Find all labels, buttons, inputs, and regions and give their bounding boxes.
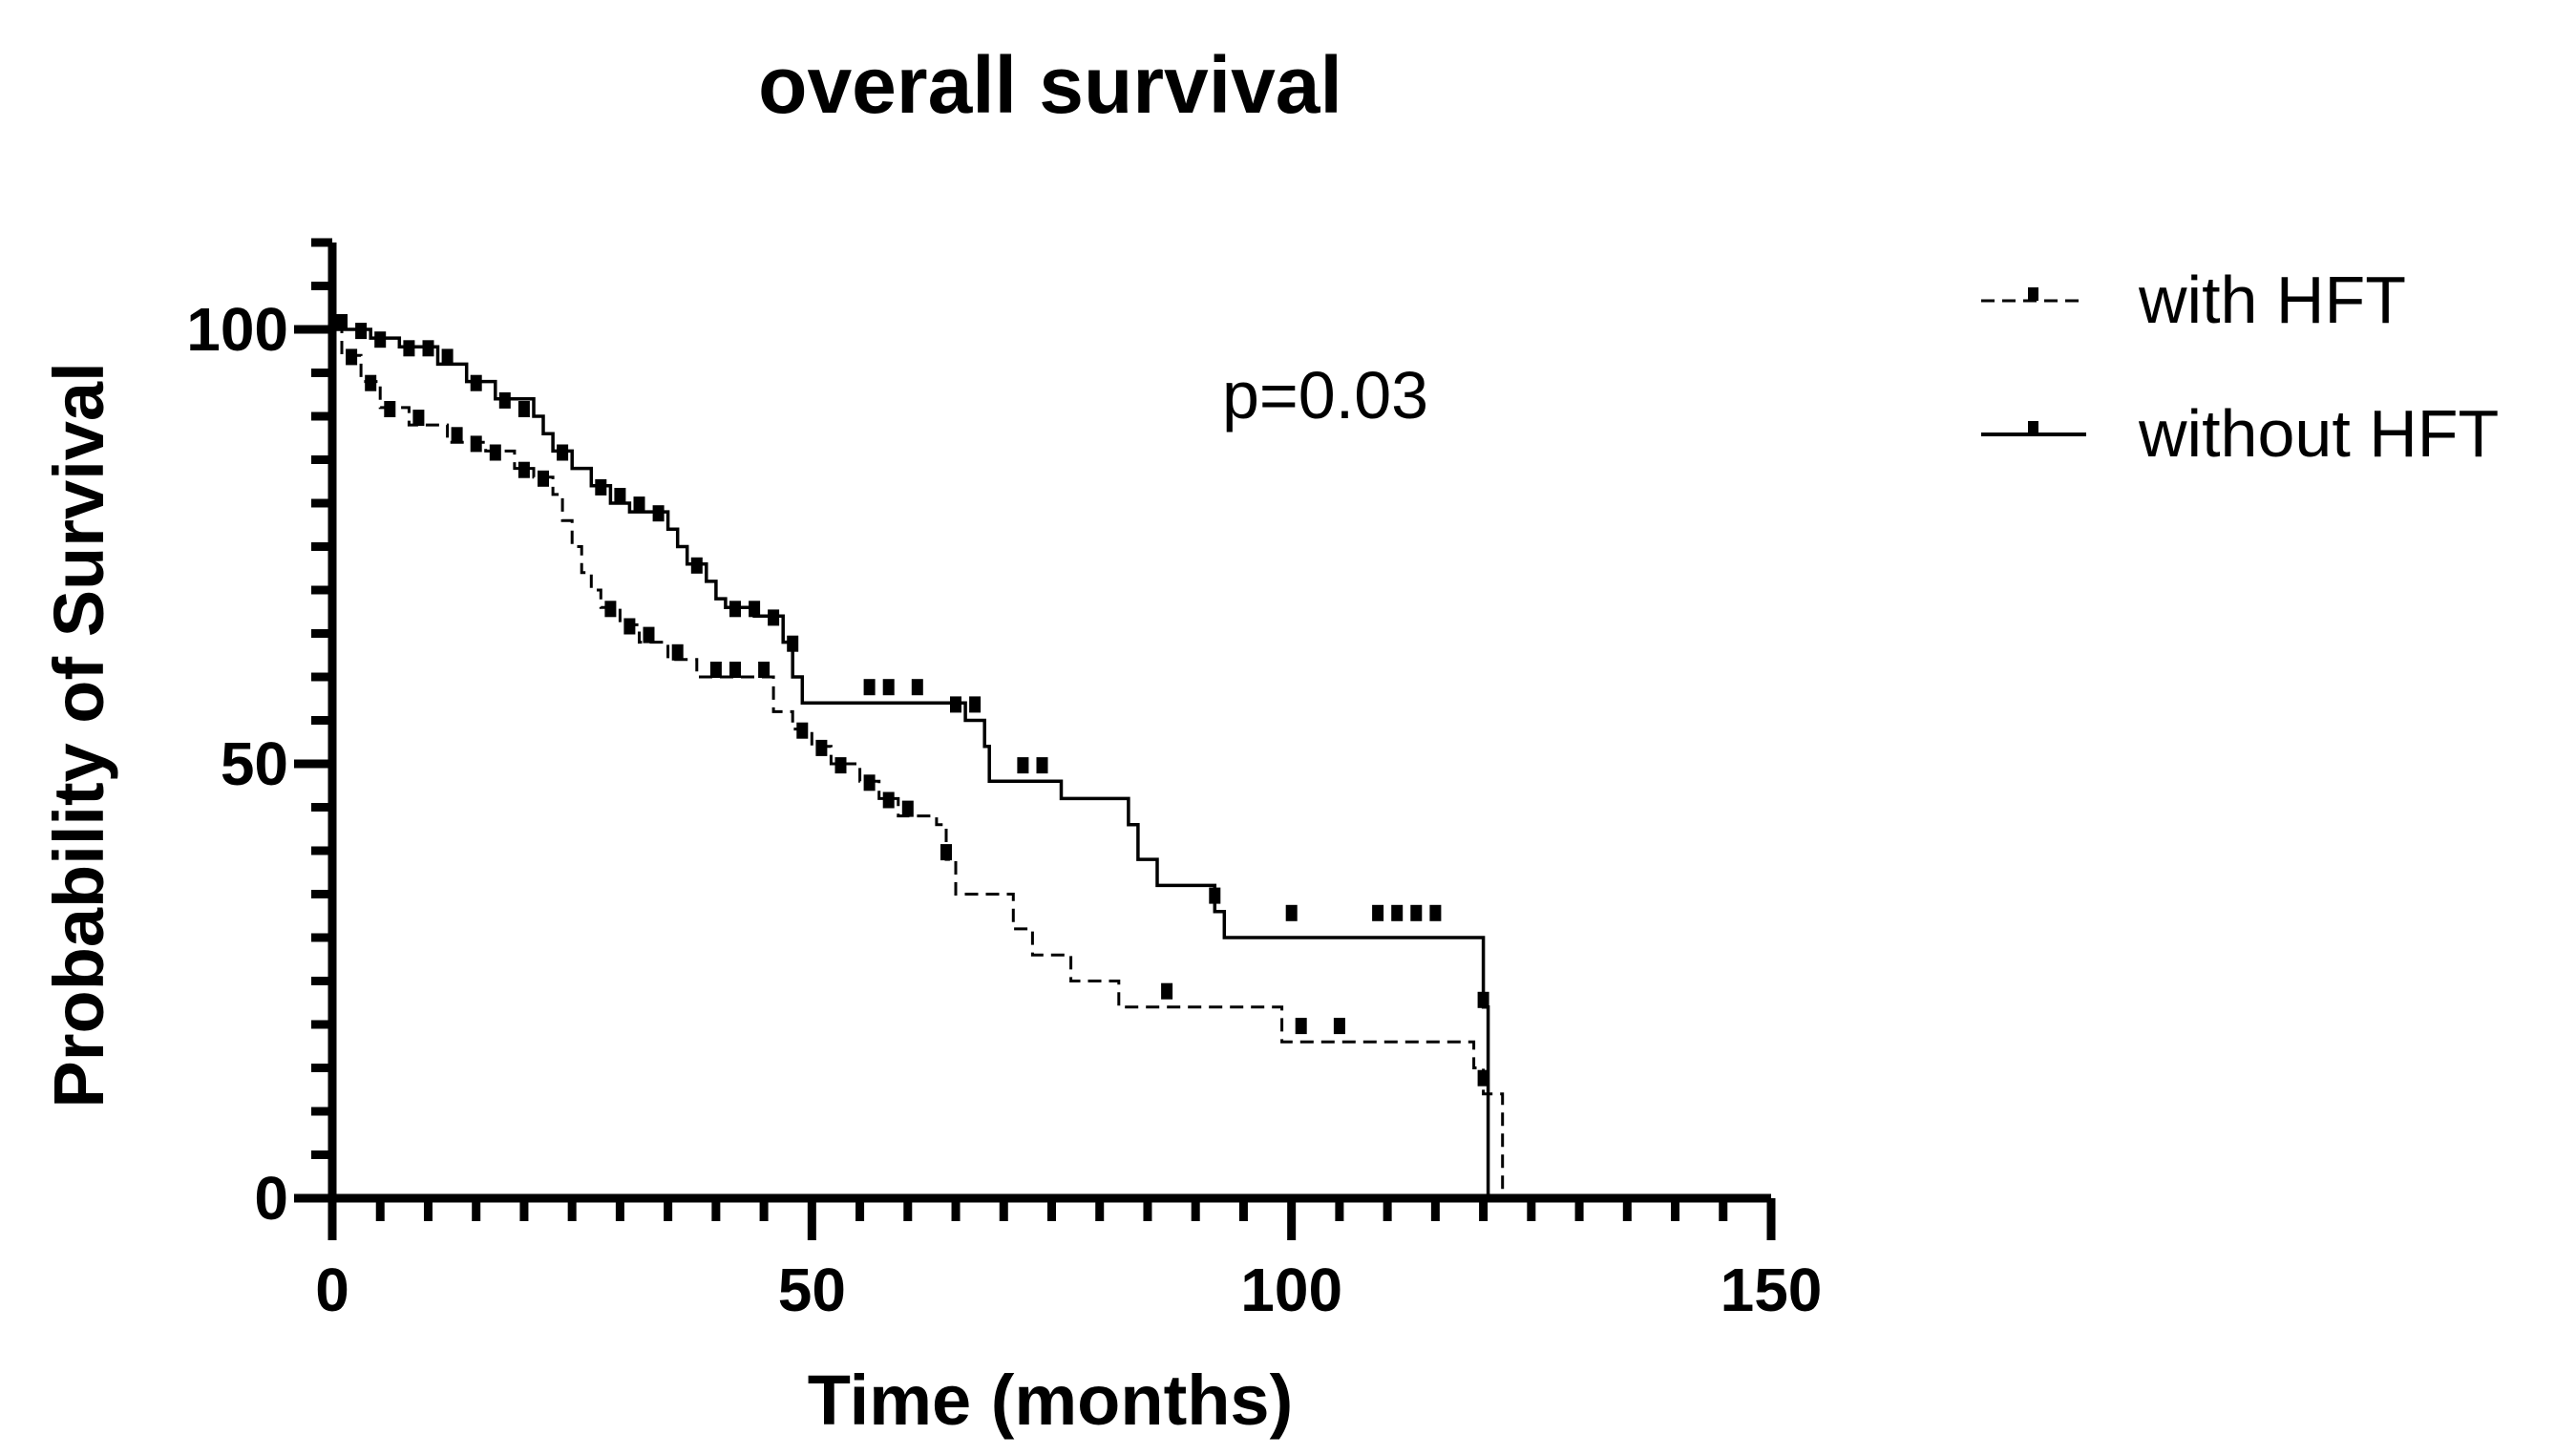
x-tick-label: 100 bbox=[1240, 1256, 1342, 1324]
censor-mark-without-hft bbox=[1410, 904, 1423, 921]
censor-mark-without-hft bbox=[690, 557, 703, 574]
censor-mark-without-hft bbox=[950, 696, 961, 713]
censor-mark-without-hft bbox=[1036, 757, 1048, 774]
censor-mark-without-hft bbox=[470, 374, 482, 391]
censor-mark-with-hft bbox=[834, 757, 847, 774]
censor-mark-with-hft bbox=[1161, 982, 1173, 1000]
y-axis-title: Probability of Survival bbox=[39, 362, 118, 1108]
censor-mark-without-hft bbox=[969, 696, 982, 713]
censor-mark-with-hft bbox=[1333, 1018, 1345, 1035]
censor-mark-with-hft bbox=[489, 444, 501, 461]
censor-mark-without-hft bbox=[911, 679, 923, 696]
censor-mark-with-hft bbox=[796, 722, 809, 739]
legend: with HFT without HFT bbox=[1981, 263, 2499, 471]
censor-mark-without-hft bbox=[729, 601, 741, 618]
legend-label-without-hft: without HFT bbox=[2138, 396, 2499, 471]
censor-mark-without-hft bbox=[1477, 991, 1489, 1008]
censor-mark-without-hft bbox=[633, 496, 645, 514]
plot-area bbox=[332, 314, 1505, 1198]
y-tick-label: 0 bbox=[254, 1164, 288, 1233]
censor-mark-without-hft bbox=[1285, 904, 1298, 921]
censor-mark-without-hft bbox=[517, 401, 530, 417]
censor-mark-without-hft bbox=[1429, 904, 1442, 921]
censor-mark-without-hft bbox=[355, 323, 368, 340]
chart-title: overall survival bbox=[758, 40, 1342, 130]
survival-curve-without-hft bbox=[332, 327, 1490, 1198]
censor-mark-without-hft bbox=[498, 391, 511, 409]
censor-mark-with-hft bbox=[412, 410, 425, 427]
censor-mark-with-hft bbox=[517, 461, 530, 478]
censor-mark-with-hft bbox=[901, 800, 914, 817]
censor-mark-with-hft bbox=[1295, 1018, 1307, 1035]
censor-mark-with-hft bbox=[882, 791, 895, 809]
censor-mark-without-hft bbox=[403, 340, 415, 357]
censor-mark-with-hft bbox=[384, 401, 396, 417]
censor-mark-without-hft bbox=[374, 331, 387, 348]
series-without-hft bbox=[332, 314, 1490, 1198]
censor-mark-with-hft bbox=[346, 348, 358, 366]
censor-mark-with-hft bbox=[729, 662, 741, 678]
x-tick-label: 150 bbox=[1721, 1256, 1823, 1324]
censor-mark-without-hft bbox=[1391, 904, 1404, 921]
censor-mark-without-hft bbox=[422, 340, 434, 357]
survival-curve-with-hft bbox=[332, 327, 1505, 1198]
censor-mark-with-hft bbox=[671, 644, 684, 661]
censor-mark-without-hft bbox=[787, 635, 799, 652]
censor-mark-with-hft bbox=[1477, 1069, 1489, 1087]
legend-marker-with-hft bbox=[2028, 287, 2038, 301]
x-axis-title: Time (months) bbox=[808, 1361, 1293, 1440]
x-tick-label: 0 bbox=[315, 1256, 349, 1324]
p-value-annotation: p=0.03 bbox=[1222, 358, 1428, 433]
censor-mark-with-hft bbox=[623, 618, 636, 635]
censor-mark-without-hft bbox=[652, 505, 665, 522]
censor-mark-without-hft bbox=[768, 609, 780, 626]
censor-mark-with-hft bbox=[643, 626, 655, 644]
censor-mark-without-hft bbox=[1372, 904, 1384, 921]
censor-mark-with-hft bbox=[815, 739, 828, 756]
censor-mark-without-hft bbox=[1209, 887, 1221, 904]
censor-mark-without-hft bbox=[441, 348, 454, 366]
censor-mark-without-hft bbox=[882, 679, 895, 696]
censor-mark-with-hft bbox=[940, 844, 952, 861]
censor-mark-without-hft bbox=[614, 488, 626, 504]
censor-mark-with-hft bbox=[451, 427, 463, 444]
censor-mark-with-hft bbox=[863, 774, 876, 791]
censor-mark-without-hft bbox=[749, 601, 761, 618]
series-with-hft bbox=[332, 327, 1505, 1198]
legend-item-without-hft: without HFT bbox=[1981, 396, 2499, 471]
censor-mark-without-hft bbox=[863, 679, 876, 696]
censor-mark-without-hft bbox=[595, 478, 607, 496]
censor-mark-with-hft bbox=[604, 601, 617, 618]
censor-mark-with-hft bbox=[709, 662, 722, 678]
legend-marker-without-hft bbox=[2028, 421, 2038, 434]
censor-mark-with-hft bbox=[470, 435, 482, 453]
legend-label-with-hft: with HFT bbox=[2138, 263, 2406, 337]
y-tick-label: 100 bbox=[186, 295, 288, 364]
censor-mark-without-hft bbox=[557, 444, 569, 461]
censor-mark-without-hft bbox=[1017, 757, 1029, 774]
legend-item-with-hft: with HFT bbox=[1981, 263, 2406, 337]
censor-mark-without-hft bbox=[336, 314, 348, 330]
censor-mark-with-hft bbox=[365, 374, 377, 391]
censor-mark-with-hft bbox=[758, 662, 771, 678]
censor-mark-with-hft bbox=[538, 470, 549, 487]
y-tick-label: 50 bbox=[221, 729, 288, 798]
axes: 0 50 100 0 50 100 150 bbox=[186, 238, 1823, 1324]
x-tick-label: 50 bbox=[778, 1256, 846, 1324]
